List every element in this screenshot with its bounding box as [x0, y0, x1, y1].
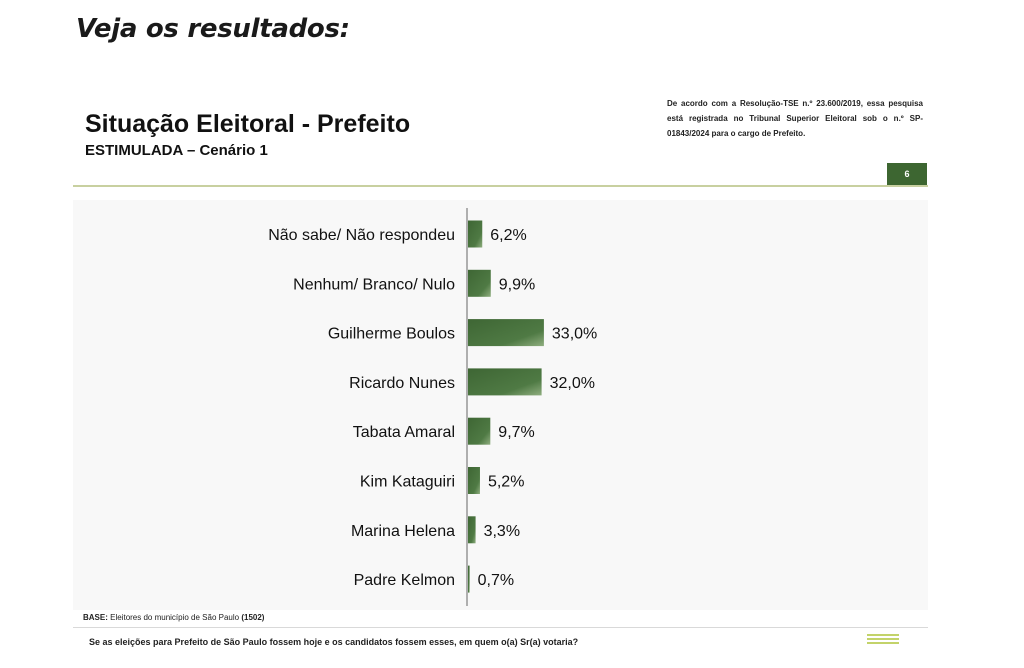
category-label: Padre Kelmon	[354, 572, 455, 589]
bar-value-label: 9,7%	[498, 424, 534, 441]
bar	[468, 467, 480, 494]
base-text: Eleitores do município de São Paulo	[110, 613, 240, 622]
bar	[468, 368, 542, 396]
bar-chart-svg: Não sabe/ Não respondeu 6,2% Nenhum/ Branc…	[268, 208, 597, 606]
category-label: Não sabe/ Não respondeu	[268, 227, 455, 244]
bar	[468, 516, 476, 544]
bar-value-label: 33,0%	[552, 326, 597, 343]
survey-question: Se as eleições para Prefeito de São Paul…	[89, 637, 579, 647]
legal-registration-note: De acordo com a Resolução-TSE n.º 23.600…	[667, 99, 923, 138]
category-label: Tabata Amaral	[353, 424, 455, 441]
bar-value-label: 0,7%	[478, 572, 514, 589]
category-label: Marina Helena	[351, 523, 455, 540]
category-label: Guilherme Boulos	[328, 326, 455, 343]
base-label: BASE:	[83, 613, 108, 622]
bar	[468, 417, 491, 445]
bar-value-label: 32,0%	[550, 375, 595, 392]
bar-chart: Não sabe/ Não respondeu 6,2% Nenhum/ Branc…	[73, 200, 928, 610]
category-label: Nenhum/ Branco/ Nulo	[293, 276, 455, 293]
header-divider	[73, 185, 928, 187]
slide-subtitle: ESTIMULADA – Cenário 1	[85, 142, 268, 159]
survey-slide: Situação Eleitoral - Prefeito ESTIMULADA…	[73, 84, 928, 668]
footer-divider	[73, 627, 928, 628]
bar	[468, 220, 483, 248]
institute-logo-icon	[867, 634, 899, 648]
bar	[468, 319, 544, 347]
bar	[468, 269, 491, 297]
bar-value-label: 6,2%	[490, 227, 526, 244]
slide-title: Situação Eleitoral - Prefeito	[85, 110, 411, 138]
base-note: BASE: Eleitores do município de São Paul…	[83, 613, 264, 622]
category-label: Kim Kataguiri	[360, 474, 455, 491]
bar-value-label: 3,3%	[484, 523, 520, 540]
category-label: Ricardo Nunes	[349, 375, 455, 392]
page-number-badge: 6	[887, 163, 927, 185]
bar-value-label: 9,9%	[499, 276, 535, 293]
bar-value-label: 5,2%	[488, 474, 524, 491]
page-heading: Veja os resultados:	[76, 14, 350, 44]
bar	[468, 565, 470, 593]
base-count: (1502)	[241, 613, 265, 622]
